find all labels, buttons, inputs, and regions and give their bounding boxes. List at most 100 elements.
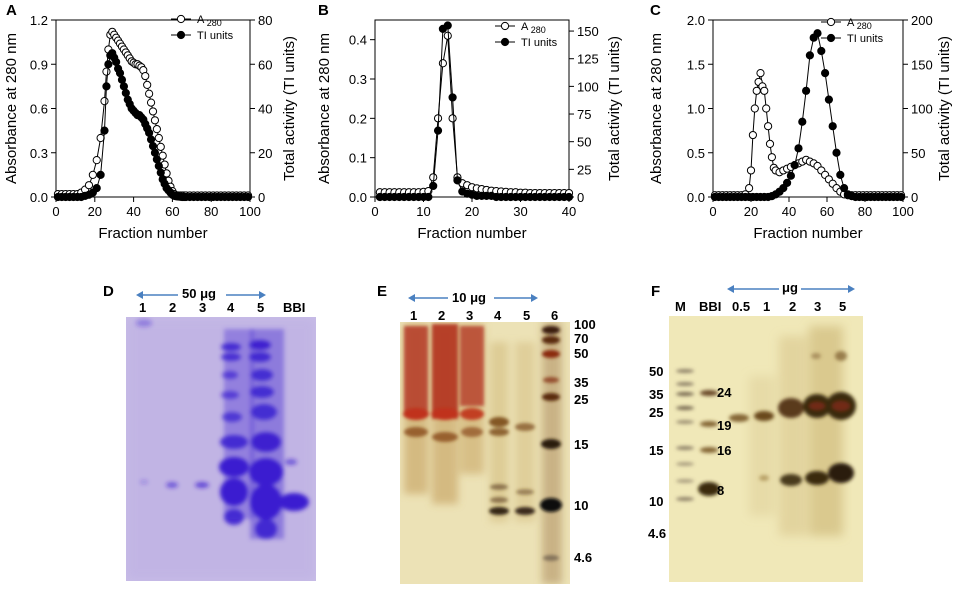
chart-a-xtick-label: 60 xyxy=(165,204,179,219)
gel-e-amount-row: 10 μg xyxy=(408,290,538,306)
chart-b-ylabel-right: Total activity (TI units) xyxy=(606,36,623,181)
chart-a-point-a280 xyxy=(102,67,111,76)
chart-c-xtick-label: 80 xyxy=(858,204,872,219)
chart-c-point-ti xyxy=(824,95,833,104)
gel-f-marker-4-6: 4.6 xyxy=(648,526,667,541)
gel-f-bbi-band-19: 19 xyxy=(717,418,732,433)
chart-c-point-a280 xyxy=(746,166,756,175)
chart-a-point-a280 xyxy=(148,107,158,116)
chart-c-ytick-right-label: 0 xyxy=(911,190,918,205)
panel-letter-d: D xyxy=(103,283,114,300)
chart-c-point-ti xyxy=(821,69,830,78)
gel-f-image xyxy=(669,316,863,582)
gel-f-unit-label: μg xyxy=(782,280,798,295)
gel-d-amount-row: 50 μg xyxy=(136,286,266,302)
gel-d-lane-2: 2 xyxy=(169,300,177,315)
chart-b-xtick-label: 0 xyxy=(371,204,378,219)
chart-b-legend-label-a280: A 280 xyxy=(521,21,546,35)
gel-e-marker-100: 100 xyxy=(574,317,596,332)
chart-a-xtick-label: 40 xyxy=(126,204,140,219)
chart-c-ylabel-left: Absorbance at 280 nm xyxy=(648,33,665,184)
chart-a-point-ti xyxy=(154,161,163,171)
chart-b-point-a280 xyxy=(429,173,438,182)
chart-a-legend-label-a280: A 280 xyxy=(197,14,222,28)
chart-b-ytick-left-label: 0.0 xyxy=(349,190,367,205)
chart-c-xlabel: Fraction number xyxy=(753,225,862,242)
chart-c-point-a280 xyxy=(748,130,758,140)
chart-b-ytick-left-label: 0.1 xyxy=(349,151,367,166)
chart-a-ylabel-left: Absorbance at 280 nm xyxy=(3,33,20,184)
chart-c-legend-label-ti: TI units xyxy=(847,33,884,45)
chart-b-series-line-a280 xyxy=(379,35,569,194)
chart-c-point-a280 xyxy=(764,122,773,131)
chart-a-point-ti xyxy=(152,155,161,164)
chart-c-xtick-label: 0 xyxy=(709,204,716,219)
panel-letter-f: F xyxy=(651,283,661,300)
chart-c-point-a280 xyxy=(756,69,765,78)
chart-a-point-ti xyxy=(243,192,253,202)
chart-c-xtick-label: 20 xyxy=(744,204,758,219)
gel-e-lane-2: 2 xyxy=(438,308,446,323)
gel-f-bbi-band-24: 24 xyxy=(717,385,732,400)
chart-c-point-a280 xyxy=(750,104,759,113)
chart-c-point-a280 xyxy=(745,184,754,193)
gel-e-marker-25: 25 xyxy=(574,392,589,407)
chart-c-ytick-right-label: 150 xyxy=(911,57,933,72)
chart-b-xlabel: Fraction number xyxy=(417,225,526,242)
chart-c-point-a280 xyxy=(765,139,775,148)
gel-f-lane-bbi: BBI xyxy=(699,299,722,314)
chart-a-point-a280 xyxy=(100,97,109,106)
gel-e-marker-4-6: 4.6 xyxy=(574,550,593,565)
chart-a-point-a280 xyxy=(88,170,97,179)
gel-f-lane-5: 5 xyxy=(839,299,847,314)
gel-d-lane-4: 4 xyxy=(227,300,235,315)
chart-c-ytick-right-label: 100 xyxy=(911,102,933,117)
chart-a-legend-label-ti: TI units xyxy=(197,30,234,42)
gel-e-marker-10: 10 xyxy=(574,498,589,513)
chart-c-plot-frame xyxy=(712,19,904,198)
panel-letter-a: A xyxy=(6,2,17,19)
chart-c-ytick-left-label: 2.0 xyxy=(687,13,705,28)
chart-b-ytick-right-label: 125 xyxy=(577,52,599,67)
chart-b: 0 10 20 30 40 0.0 0.1 0.2 0.3 0.4 0 25 50 75 100 125 150… xyxy=(316,19,623,242)
gel-e-lane-1: 1 xyxy=(410,308,418,323)
chart-a-point-ti xyxy=(121,88,130,98)
chart-b-xtick-label: 10 xyxy=(416,204,430,219)
chart-c-ylabel-right: Total activity (TI units) xyxy=(936,36,953,181)
chart-c-point-ti xyxy=(897,192,906,202)
chart-b-ytick-right-label: 25 xyxy=(577,162,591,177)
chart-b-point-a280 xyxy=(448,114,457,123)
chart-b-point-ti xyxy=(448,93,457,102)
chart-a-xtick-label: 100 xyxy=(239,204,261,219)
gel-e-amount-label: 10 μg xyxy=(452,290,486,305)
chart-a-point-ti xyxy=(145,128,154,137)
chart-b-point-a280 xyxy=(443,31,452,40)
chart-a-xtick-label: 20 xyxy=(88,204,102,219)
chart-a-legend-marker-a280 xyxy=(176,14,186,24)
chart-b-point-ti xyxy=(564,192,574,202)
gel-e-lane-4: 4 xyxy=(494,308,502,323)
chart-a-ytick-left-label: 0.3 xyxy=(30,146,48,161)
chart-c-point-ti xyxy=(783,178,792,187)
gel-e-marker-70: 70 xyxy=(574,331,589,346)
chart-a-ytick-right-label: 80 xyxy=(258,13,272,28)
chart-a-series-line-ti xyxy=(57,52,249,198)
gel-f-marker-50: 50 xyxy=(649,364,664,379)
chart-a-ytick-left-label: 0.9 xyxy=(30,57,48,72)
gel-f-lane-1: 1 xyxy=(763,299,771,314)
chart-a-point-ti xyxy=(100,126,109,135)
gel-d-lane-3: 3 xyxy=(199,300,207,315)
chart-a-point-ti xyxy=(92,184,101,193)
chart-a-point-ti xyxy=(156,168,165,177)
chart-b-series-line-ti xyxy=(379,24,569,198)
gel-f-bbi-band-8: 8 xyxy=(717,483,725,498)
gel-e-marker-35: 35 xyxy=(574,375,589,390)
chart-a-point-ti xyxy=(112,57,121,67)
gel-f-marker-10: 10 xyxy=(649,494,664,509)
chart-a-point-a280 xyxy=(150,116,160,125)
chart-b-xtick-label: 30 xyxy=(513,204,527,219)
chart-b-ytick-right-label: 150 xyxy=(577,24,599,39)
chart-a-point-ti xyxy=(117,75,127,84)
chart-c-legend-label-a280: A 280 xyxy=(847,17,872,31)
chart-b-point-ti xyxy=(453,176,462,185)
